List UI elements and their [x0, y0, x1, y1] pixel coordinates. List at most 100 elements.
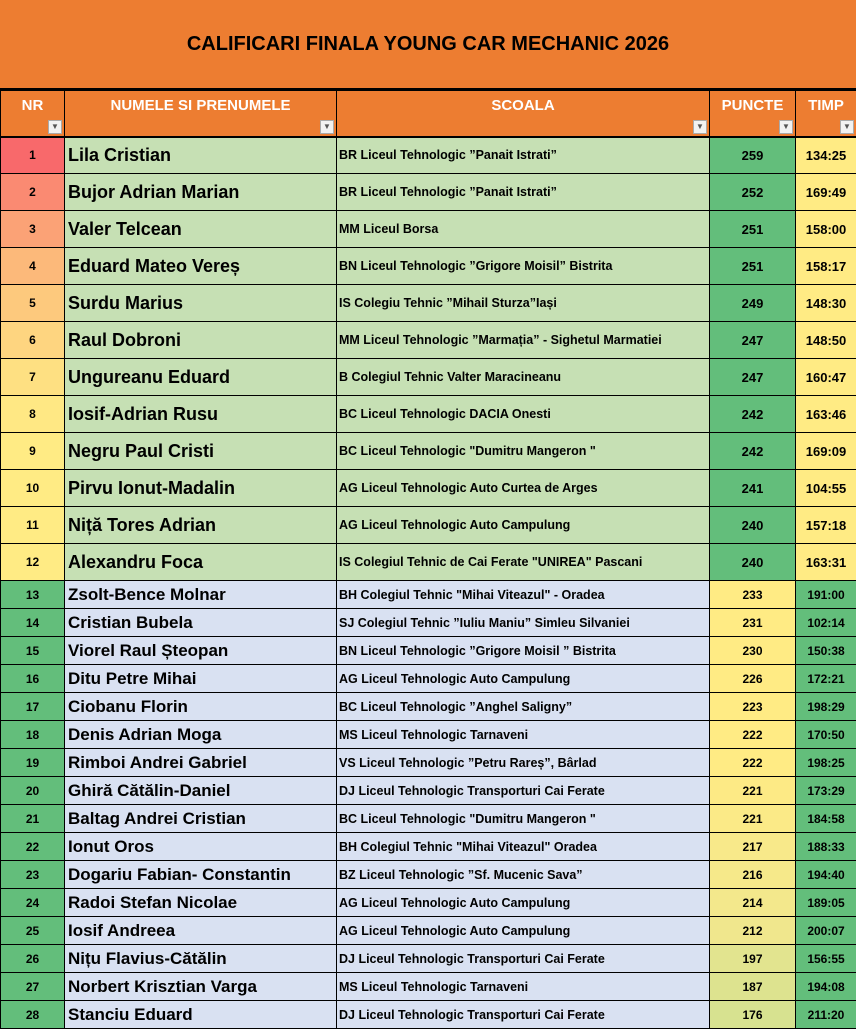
time-cell[interactable]: 148:50: [796, 322, 856, 359]
points-cell[interactable]: 216: [710, 861, 796, 889]
name-cell[interactable]: Ghiră Cătălin-Daniel: [65, 777, 337, 805]
nr-cell[interactable]: 14: [1, 609, 65, 637]
points-cell[interactable]: 222: [710, 749, 796, 777]
school-cell[interactable]: AG Liceul Tehnologic Auto Curtea de Arge…: [337, 470, 710, 507]
school-cell[interactable]: MM Liceul Borsa: [337, 211, 710, 248]
time-cell[interactable]: 194:08: [796, 973, 856, 1001]
filter-dropdown-icon[interactable]: ▼: [48, 120, 62, 134]
name-cell[interactable]: Niță Tores Adrian: [65, 507, 337, 544]
points-cell[interactable]: 197: [710, 945, 796, 973]
points-cell[interactable]: 247: [710, 322, 796, 359]
time-cell[interactable]: 173:29: [796, 777, 856, 805]
school-cell[interactable]: IS Colegiul Tehnic de Cai Ferate "UNIREA…: [337, 544, 710, 581]
nr-cell[interactable]: 17: [1, 693, 65, 721]
school-cell[interactable]: BR Liceul Tehnologic ”Panait Istrati”: [337, 137, 710, 174]
nr-cell[interactable]: 6: [1, 322, 65, 359]
school-cell[interactable]: B Colegiul Tehnic Valter Maracineanu: [337, 359, 710, 396]
name-cell[interactable]: Baltag Andrei Cristian: [65, 805, 337, 833]
school-cell[interactable]: BH Colegiul Tehnic "Mihai Viteazul" Orad…: [337, 833, 710, 861]
school-cell[interactable]: AG Liceul Tehnologic Auto Campulung: [337, 889, 710, 917]
time-cell[interactable]: 163:31: [796, 544, 856, 581]
name-cell[interactable]: Ionut Oros: [65, 833, 337, 861]
school-cell[interactable]: AG Liceul Tehnologic Auto Campulung: [337, 507, 710, 544]
time-cell[interactable]: 188:33: [796, 833, 856, 861]
nr-cell[interactable]: 19: [1, 749, 65, 777]
points-cell[interactable]: 176: [710, 1001, 796, 1029]
points-cell[interactable]: 217: [710, 833, 796, 861]
nr-cell[interactable]: 9: [1, 433, 65, 470]
nr-cell[interactable]: 25: [1, 917, 65, 945]
school-cell[interactable]: BN Liceul Tehnologic ”Grigore Moisil ” B…: [337, 637, 710, 665]
points-cell[interactable]: 252: [710, 174, 796, 211]
points-cell[interactable]: 226: [710, 665, 796, 693]
time-cell[interactable]: 170:50: [796, 721, 856, 749]
name-cell[interactable]: Bujor Adrian Marian: [65, 174, 337, 211]
name-cell[interactable]: Raul Dobroni: [65, 322, 337, 359]
name-cell[interactable]: Zsolt-Bence Molnar: [65, 581, 337, 609]
school-cell[interactable]: AG Liceul Tehnologic Auto Campulung: [337, 665, 710, 693]
filter-dropdown-icon[interactable]: ▼: [693, 120, 707, 134]
points-cell[interactable]: 221: [710, 805, 796, 833]
time-cell[interactable]: 184:58: [796, 805, 856, 833]
school-cell[interactable]: BC Liceul Tehnologic DACIA Onesti: [337, 396, 710, 433]
school-cell[interactable]: IS Colegiu Tehnic ”Mihail Sturza”Iași: [337, 285, 710, 322]
school-cell[interactable]: BN Liceul Tehnologic ”Grigore Moisil” Bi…: [337, 248, 710, 285]
nr-cell[interactable]: 26: [1, 945, 65, 973]
name-cell[interactable]: Negru Paul Cristi: [65, 433, 337, 470]
nr-cell[interactable]: 8: [1, 396, 65, 433]
name-cell[interactable]: Alexandru Foca: [65, 544, 337, 581]
points-cell[interactable]: 240: [710, 544, 796, 581]
time-cell[interactable]: 198:25: [796, 749, 856, 777]
nr-cell[interactable]: 23: [1, 861, 65, 889]
nr-cell[interactable]: 13: [1, 581, 65, 609]
time-cell[interactable]: 148:30: [796, 285, 856, 322]
filter-dropdown-icon[interactable]: ▼: [840, 120, 854, 134]
points-cell[interactable]: 223: [710, 693, 796, 721]
school-cell[interactable]: DJ Liceul Tehnologic Transporturi Cai Fe…: [337, 945, 710, 973]
school-cell[interactable]: SJ Colegiul Tehnic ”Iuliu Maniu” Simleu …: [337, 609, 710, 637]
school-cell[interactable]: BC Liceul Tehnologic "Dumitru Mangeron ": [337, 805, 710, 833]
name-cell[interactable]: Iosif-Adrian Rusu: [65, 396, 337, 433]
nr-cell[interactable]: 27: [1, 973, 65, 1001]
school-cell[interactable]: BZ Liceul Tehnologic ”Sf. Mucenic Sava”: [337, 861, 710, 889]
filter-dropdown-icon[interactable]: ▼: [779, 120, 793, 134]
school-cell[interactable]: DJ Liceul Tehnologic Transporturi Cai Fe…: [337, 777, 710, 805]
points-cell[interactable]: 221: [710, 777, 796, 805]
name-cell[interactable]: Pirvu Ionut-Madalin: [65, 470, 337, 507]
time-cell[interactable]: 163:46: [796, 396, 856, 433]
points-cell[interactable]: 249: [710, 285, 796, 322]
school-cell[interactable]: AG Liceul Tehnologic Auto Campulung: [337, 917, 710, 945]
name-cell[interactable]: Dogariu Fabian- Constantin: [65, 861, 337, 889]
school-cell[interactable]: BC Liceul Tehnologic ”Anghel Saligny”: [337, 693, 710, 721]
time-cell[interactable]: 156:55: [796, 945, 856, 973]
name-cell[interactable]: Iosif Andreea: [65, 917, 337, 945]
nr-cell[interactable]: 7: [1, 359, 65, 396]
time-cell[interactable]: 160:47: [796, 359, 856, 396]
points-cell[interactable]: 242: [710, 433, 796, 470]
nr-cell[interactable]: 15: [1, 637, 65, 665]
name-cell[interactable]: Valer Telcean: [65, 211, 337, 248]
name-cell[interactable]: Denis Adrian Moga: [65, 721, 337, 749]
nr-cell[interactable]: 12: [1, 544, 65, 581]
nr-cell[interactable]: 2: [1, 174, 65, 211]
time-cell[interactable]: 191:00: [796, 581, 856, 609]
time-cell[interactable]: 200:07: [796, 917, 856, 945]
name-cell[interactable]: Stanciu Eduard: [65, 1001, 337, 1029]
points-cell[interactable]: 231: [710, 609, 796, 637]
time-cell[interactable]: 158:00: [796, 211, 856, 248]
nr-cell[interactable]: 10: [1, 470, 65, 507]
nr-cell[interactable]: 3: [1, 211, 65, 248]
points-cell[interactable]: 230: [710, 637, 796, 665]
school-cell[interactable]: MS Liceul Tehnologic Tarnaveni: [337, 973, 710, 1001]
name-cell[interactable]: Cristian Bubela: [65, 609, 337, 637]
nr-cell[interactable]: 4: [1, 248, 65, 285]
filter-dropdown-icon[interactable]: ▼: [320, 120, 334, 134]
time-cell[interactable]: 211:20: [796, 1001, 856, 1029]
time-cell[interactable]: 172:21: [796, 665, 856, 693]
points-cell[interactable]: 251: [710, 248, 796, 285]
nr-cell[interactable]: 5: [1, 285, 65, 322]
name-cell[interactable]: Norbert Krisztian Varga: [65, 973, 337, 1001]
time-cell[interactable]: 194:40: [796, 861, 856, 889]
name-cell[interactable]: Surdu Marius: [65, 285, 337, 322]
time-cell[interactable]: 150:38: [796, 637, 856, 665]
